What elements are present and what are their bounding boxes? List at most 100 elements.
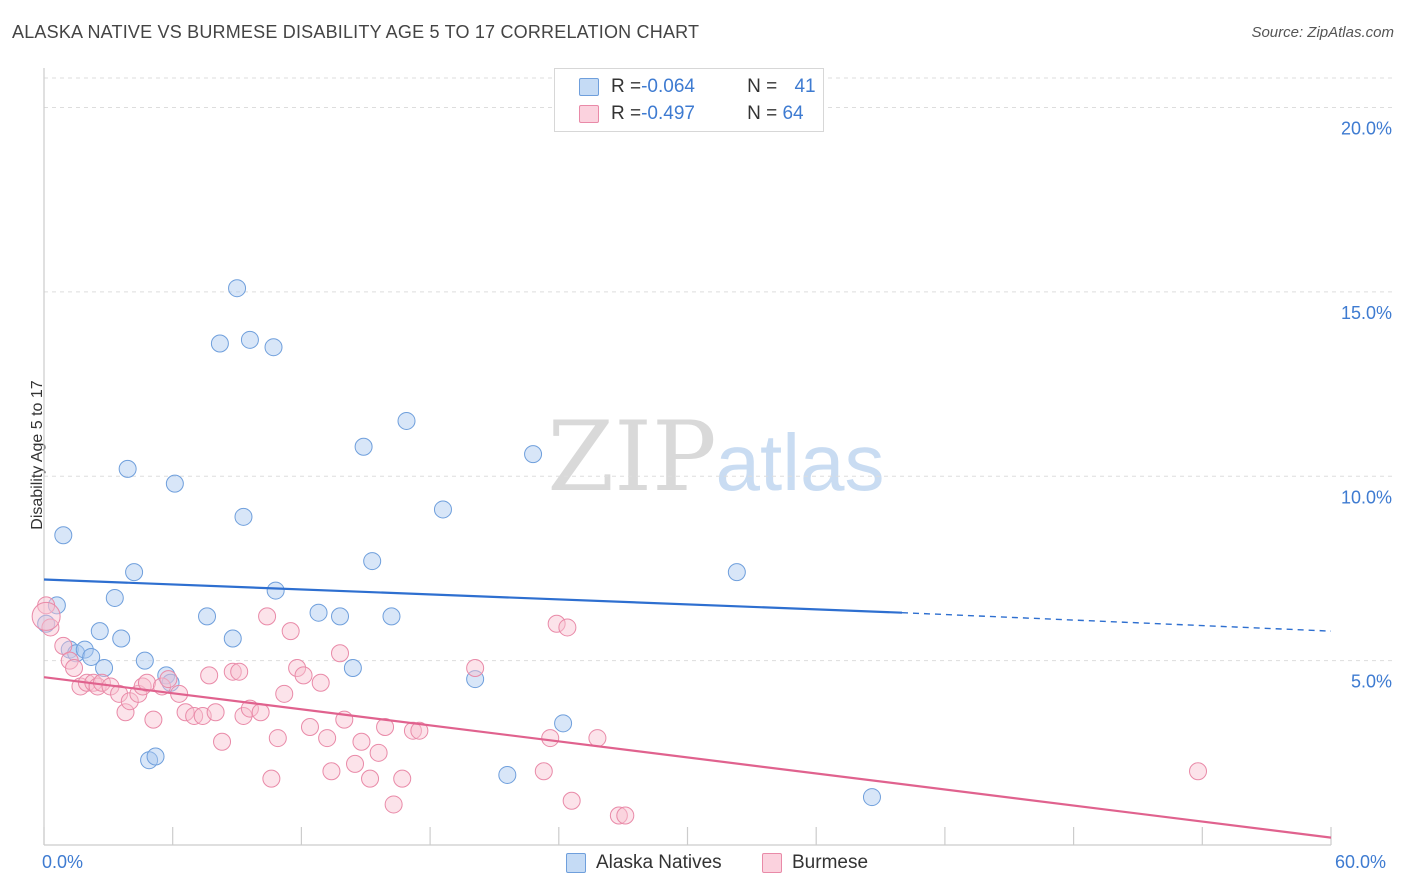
n-value: 41: [794, 76, 816, 97]
y-tick-label: 5.0%: [1351, 672, 1392, 692]
alaska-native-point: [433, 500, 452, 519]
source-label: Source: ZipAtlas.com: [1251, 24, 1394, 41]
burmese-point: [110, 684, 129, 703]
burmese-point: [234, 706, 253, 725]
burmese-point: [616, 806, 635, 825]
watermark-zip: ZIP: [547, 401, 716, 513]
burmese-point: [588, 729, 607, 748]
n-label: N =: [747, 76, 783, 97]
burmese-point: [223, 662, 242, 681]
burmese-point: [206, 703, 225, 722]
burmese-point: [300, 718, 319, 736]
burmese-point: [410, 721, 429, 740]
alaska-native-point: [95, 659, 114, 677]
y-tick-label: 15.0%: [1341, 303, 1392, 323]
burmese-point: [346, 754, 365, 773]
burmese-point: [361, 769, 380, 788]
burmese-point: [609, 806, 628, 825]
burmese-point-large: [31, 601, 61, 631]
burmese-point: [268, 729, 287, 748]
alaska-native-point: [118, 459, 137, 478]
x-max-label: 60.0%: [1335, 852, 1387, 872]
alaska-legend-label: Alaska Natives: [596, 852, 722, 873]
burmese-point: [116, 703, 135, 722]
burmese-point: [331, 644, 350, 663]
n-value: 64: [782, 103, 804, 124]
watermark-atlas: atlas: [716, 418, 885, 507]
alaska-native-point: [264, 338, 283, 357]
n-label: N =: [747, 103, 783, 124]
burmese-point: [251, 703, 270, 722]
alaska-native-point: [105, 588, 124, 607]
alaska-native-point: [524, 445, 543, 464]
burmese-point: [541, 729, 560, 748]
alaska-native-point: [331, 607, 350, 626]
burmese-point: [376, 718, 395, 736]
burmese-point: [41, 618, 60, 637]
burmese-trendline: [43, 676, 1332, 839]
burmese-point: [213, 732, 232, 751]
alaska-native-trendline-extension: [901, 611, 1332, 632]
burmese-point: [534, 762, 553, 781]
burmese-point: [176, 703, 195, 722]
alaska-native-point: [862, 788, 881, 807]
alaska-native-point: [309, 603, 328, 622]
alaska-native-point: [112, 629, 131, 648]
burmese-point: [393, 769, 412, 788]
alaska-native-point: [397, 411, 416, 430]
legend-item-burmese: Burmese: [762, 852, 868, 874]
burmese-point: [558, 618, 577, 637]
burmese-point: [562, 791, 581, 810]
burmese-point: [230, 662, 249, 681]
burmese-point: [137, 673, 156, 692]
burmese-point: [369, 743, 388, 762]
legend-row-burmese: R = -0.497 N = 64: [579, 102, 804, 126]
alaska-native-point: [223, 629, 242, 648]
alaska-native-point: [125, 563, 144, 582]
alaska-native-point: [363, 552, 382, 571]
legend-item-alaska: Alaska Natives: [566, 852, 722, 874]
r-value: -0.064: [641, 76, 695, 97]
alaska-native-point: [165, 474, 184, 493]
chart-title: ALASKA NATIVE VS BURMESE DISABILITY AGE …: [12, 22, 700, 42]
alaska-native-point: [90, 622, 109, 641]
burmese-point: [65, 659, 84, 677]
burmese-legend-swatch: [762, 853, 782, 873]
burmese-point: [288, 659, 307, 677]
alaska-legend-swatch: [566, 853, 586, 873]
burmese-point: [1189, 762, 1208, 781]
x-min-label: 0.0%: [42, 852, 84, 872]
alaska-native-point: [75, 640, 94, 659]
burmese-point: [294, 666, 313, 685]
burmese-point: [144, 710, 163, 729]
burmese-swatch: [579, 105, 599, 123]
alaska-native-point: [240, 330, 259, 349]
alaska-native-point: [382, 607, 401, 626]
alaska-swatch: [579, 78, 599, 96]
r-value: -0.497: [641, 103, 695, 124]
alaska-native-point: [498, 765, 517, 784]
burmese-point: [318, 729, 337, 748]
correlation-legend: R = -0.064 N = 41 R = -0.497 N = 64: [554, 68, 824, 132]
y-tick-label: 10.0%: [1341, 487, 1392, 507]
y-tick-label: 20.0%: [1341, 119, 1392, 139]
alaska-native-trendline: [43, 578, 903, 614]
alaska-native-point: [727, 563, 746, 582]
burmese-point: [352, 732, 371, 751]
alaska-native-point: [146, 747, 165, 766]
burmese-point: [275, 684, 294, 703]
alaska-native-point: [210, 334, 229, 353]
burmese-point: [547, 614, 566, 633]
burmese-point: [322, 762, 341, 781]
alaska-native-point: [228, 279, 247, 298]
burmese-point: [281, 622, 300, 641]
alaska-native-point: [266, 581, 285, 600]
burmese-point: [159, 670, 178, 689]
burmese-legend-label: Burmese: [792, 852, 869, 873]
alaska-native-point: [343, 659, 362, 677]
alaska-native-point: [554, 714, 573, 733]
r-label: R =: [611, 103, 642, 124]
burmese-point: [311, 673, 330, 692]
burmese-point: [262, 769, 281, 788]
